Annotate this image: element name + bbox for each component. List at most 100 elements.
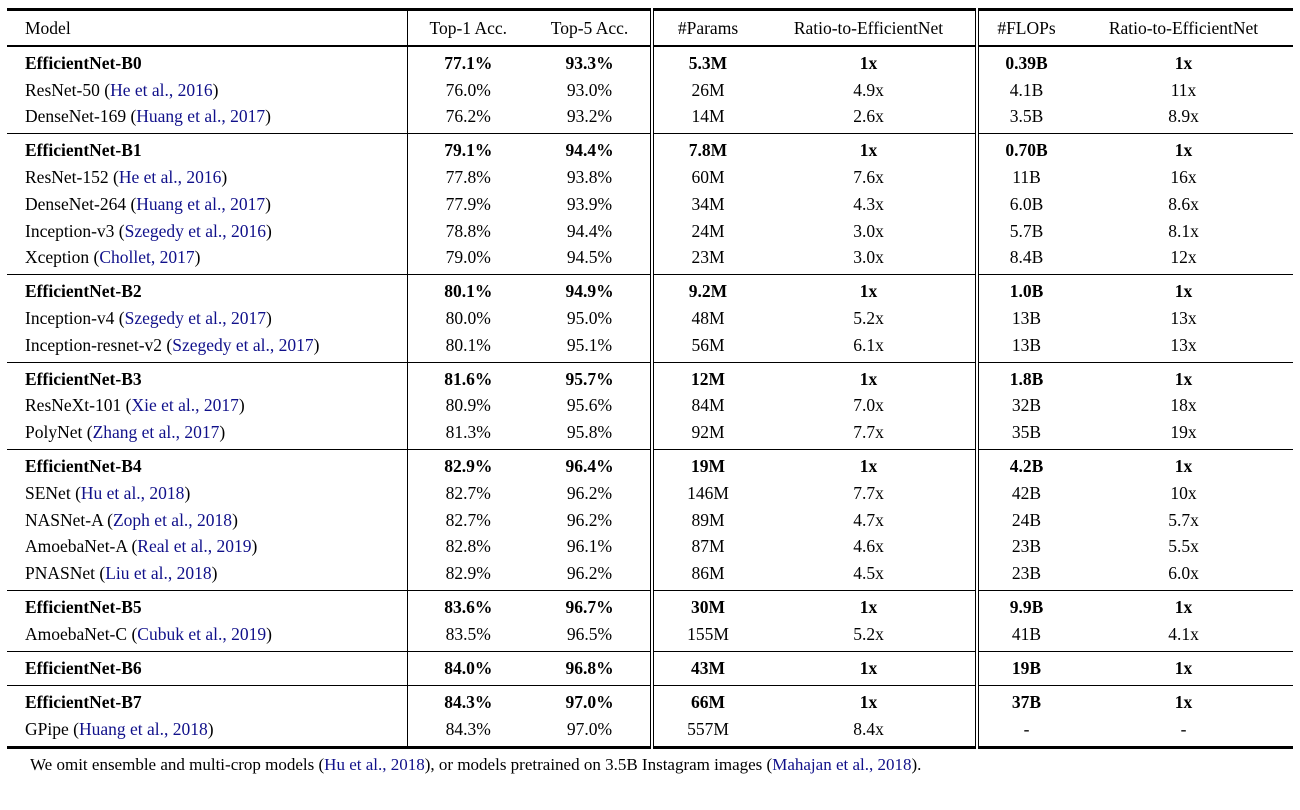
cell-flops: 1.8B — [975, 361, 1074, 393]
cell-top5: 95.6% — [566, 395, 613, 416]
citation-link[interactable]: Hu et al., 2018 — [80, 482, 185, 503]
citation-link[interactable]: Szegedy et al., 2016 — [124, 220, 267, 241]
table-row: DenseNet-264 (Huang et al., 2017) 77.9% 93… — [7, 191, 1293, 218]
cell-ratio-flops: 12x — [1170, 247, 1197, 268]
cell-ratio-params: 5.2x — [853, 623, 884, 644]
table-row: EfficientNet-B6 84.0% 96.8% 43M 1x 19B 1x — [7, 650, 1293, 686]
cell-ratio-params: 8.4x — [853, 718, 884, 739]
cell-flops: 11B — [975, 164, 1074, 192]
cell-ratio-params: 1x — [762, 684, 977, 716]
citation-link[interactable]: Zoph et al., 2018 — [112, 509, 233, 530]
cell-params: 30M — [650, 590, 762, 621]
table-footnote: We omit ensemble and multi-crop models (… — [30, 754, 1300, 776]
table-row: NASNet-A (Zoph et al., 2018) 82.7% 96.2% 89… — [7, 506, 1293, 534]
table-row: Inception-resnet-v2 (Szegedy et al., 201… — [7, 331, 1293, 363]
table-row: EfficientNet-B2 80.1% 94.9% 9.2M 1x 1.0B 1x — [7, 274, 1293, 306]
cell-top5: 97.0% — [529, 684, 652, 716]
cell-ratio-flops: 1x — [1074, 361, 1293, 393]
model-cell: EfficientNet-B3 — [7, 361, 407, 393]
cell-ratio-flops: 8.6x — [1168, 193, 1199, 214]
cell-params: 86M — [650, 560, 762, 591]
citation-link[interactable]: Huang et al., 2017 — [136, 193, 266, 214]
cell-params: 23M — [650, 244, 762, 275]
citation-link[interactable]: He et al., 2016 — [118, 167, 222, 188]
cell-top1: 79.0% — [406, 244, 529, 275]
citation-link[interactable]: Liu et al., 2018 — [105, 563, 212, 583]
citation-link[interactable]: Szegedy et al., 2017 — [172, 334, 314, 355]
cell-top5: 93.2% — [566, 106, 613, 127]
model-cell: Inception-v3 (Szegedy et al., 2016) — [25, 220, 272, 241]
cell-top1: 79.1% — [406, 133, 529, 165]
cell-flops: 3.5B — [975, 103, 1074, 134]
cell-top5: 94.4% — [566, 220, 613, 241]
model-cell: DenseNet-264 (Huang et al., 2017) — [25, 193, 271, 214]
cell-ratio-flops: 5.7x — [1168, 509, 1199, 530]
model-name: EfficientNet-B7 — [25, 691, 142, 712]
table-row: EfficientNet-B1 79.1% 94.4% 7.8M 1x 0.70B 1x — [7, 133, 1293, 165]
cell-ratio-flops: 5.5x — [1168, 536, 1199, 557]
cell-flops: 35B — [975, 419, 1074, 450]
citation-link[interactable]: Real et al., 2019 — [137, 536, 252, 557]
cell-flops: 32B — [975, 392, 1074, 420]
efficientnet-results-table: Model Top-1 Acc. Top-5 Acc. #Params Rati… — [7, 8, 1293, 749]
model-cell: EfficientNet-B7 — [7, 684, 407, 716]
footnote-text: ). — [911, 754, 922, 774]
cell-top1: 77.8% — [406, 164, 529, 192]
citation-link[interactable]: Zhang et al., 2017 — [92, 422, 220, 443]
model-cell: Inception-resnet-v2 (Szegedy et al., 201… — [25, 334, 320, 355]
header-row: Model Top-1 Acc. Top-5 Acc. #Params Rati… — [7, 9, 1293, 47]
cell-top1: 80.0% — [406, 305, 529, 332]
cell-ratio-flops: 1x — [1074, 133, 1293, 165]
cell-flops: 4.1B — [975, 76, 1074, 104]
cell-top5: 93.9% — [566, 193, 613, 214]
cell-params: 66M — [650, 684, 762, 716]
model-name: PNASNet — [25, 563, 96, 583]
cell-top1: 82.7% — [406, 506, 529, 534]
citation-link[interactable]: Szegedy et al., 2017 — [124, 308, 267, 328]
cell-flops: 23B — [975, 560, 1074, 591]
cell-ratio-params: 6.1x — [853, 334, 884, 355]
model-cell: GPipe (Huang et al., 2018) — [25, 718, 214, 739]
cell-ratio-params: 5.2x — [853, 308, 884, 328]
cell-top1: 78.8% — [406, 217, 529, 245]
model-cell: ResNet-152 (He et al., 2016) — [25, 167, 228, 188]
model-name: SENet — [25, 482, 71, 503]
model-name: DenseNet-264 — [25, 193, 127, 214]
cell-params: 92M — [650, 419, 762, 450]
cell-params: 84M — [650, 392, 762, 420]
cell-ratio-params: 1x — [762, 449, 977, 481]
model-name: AmoebaNet-C — [25, 623, 128, 644]
col-header-ratio-params: Ratio-to-EfficientNet — [762, 9, 977, 47]
model-name: AmoebaNet-A — [25, 536, 128, 557]
footnote-text: ), or models pretrained on 3.5B Instagra… — [424, 754, 773, 774]
cell-flops: 23B — [975, 533, 1074, 561]
citation-link[interactable]: Chollet, 2017 — [99, 247, 195, 268]
citation-link[interactable]: Mahajan et al., 2018 — [772, 754, 912, 774]
cell-flops: 37B — [975, 684, 1074, 716]
citation-link[interactable]: He et al., 2016 — [110, 79, 213, 100]
table-row: SENet (Hu et al., 2018) 82.7% 96.2% 146M 7.7… — [7, 480, 1293, 507]
model-name: ResNet-152 — [25, 167, 109, 188]
cell-ratio-params: 3.0x — [853, 247, 884, 268]
citation-link[interactable]: Hu et al., 2018 — [324, 754, 425, 774]
citation-link[interactable]: Cubuk et al., 2019 — [137, 623, 267, 644]
model-cell: AmoebaNet-A (Real et al., 2019) — [25, 536, 258, 557]
citation-link[interactable]: Xie et al., 2017 — [131, 395, 239, 416]
cell-ratio-flops: 1x — [1074, 650, 1293, 686]
cell-top5: 93.0% — [566, 79, 613, 100]
table-row: EfficientNet-B5 83.6% 96.7% 30M 1x 9.9B 1x — [7, 590, 1293, 621]
cell-ratio-params: 4.6x — [853, 536, 884, 557]
cell-ratio-params: 2.6x — [853, 106, 884, 127]
cell-ratio-flops: 1x — [1074, 684, 1293, 716]
cell-params: 19M — [650, 449, 762, 481]
cell-ratio-flops: 8.1x — [1168, 220, 1199, 241]
cell-top5: 95.7% — [529, 361, 652, 393]
cell-ratio-params: 7.7x — [853, 422, 884, 443]
cell-flops: 6.0B — [975, 191, 1074, 218]
cell-top5: 96.7% — [529, 590, 652, 621]
cell-ratio-params: 1x — [762, 274, 977, 306]
citation-link[interactable]: Huang et al., 2017 — [136, 106, 266, 127]
table-row: PolyNet (Zhang et al., 2017) 81.3% 95.8% 92… — [7, 419, 1293, 450]
cell-top1: 84.3% — [406, 684, 529, 716]
citation-link[interactable]: Huang et al., 2018 — [78, 718, 208, 739]
